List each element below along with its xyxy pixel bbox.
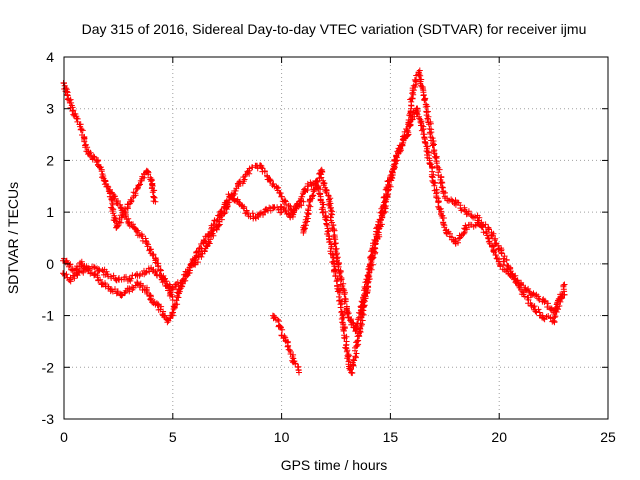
- marker-run: [286, 200, 301, 220]
- series-trace-e: [300, 67, 568, 335]
- x-tick-label: 25: [600, 429, 616, 445]
- marker-run: [416, 67, 428, 103]
- marker-run: [426, 159, 442, 205]
- marker-run: [517, 279, 534, 299]
- marker-run: [158, 276, 176, 291]
- y-tick-label: 1: [46, 204, 54, 220]
- marker-run: [134, 279, 148, 293]
- marker-run: [143, 238, 159, 261]
- marker-run: [418, 126, 433, 162]
- x-axis-label: GPS time / hours: [281, 457, 388, 473]
- marker-run: [403, 89, 416, 140]
- x-tick-label: 20: [491, 429, 507, 445]
- marker-run: [318, 166, 334, 203]
- marker-run: [65, 96, 77, 118]
- marker-run: [169, 289, 182, 317]
- marker-run: [369, 209, 386, 252]
- y-tick-label: 0: [46, 256, 54, 272]
- marker-run: [143, 284, 154, 302]
- marker-run: [168, 278, 186, 292]
- marker-run: [378, 176, 394, 217]
- marker-run: [496, 258, 512, 277]
- marker-run: [300, 195, 315, 235]
- marker-run: [252, 209, 266, 222]
- marker-run: [192, 247, 208, 268]
- marker-run: [148, 177, 158, 205]
- marker-run: [297, 185, 311, 205]
- marker-run: [518, 287, 535, 310]
- x-tick-label: 5: [169, 429, 177, 445]
- marker-run: [352, 292, 367, 335]
- x-tick-label: 15: [383, 429, 399, 445]
- marker-run: [421, 96, 438, 154]
- x-tick-label: 10: [274, 429, 290, 445]
- marker-run: [125, 220, 140, 235]
- marker-run: [223, 182, 242, 213]
- series-trace-c: [60, 162, 307, 293]
- marker-run: [93, 157, 106, 178]
- marker-run: [463, 208, 478, 221]
- marker-run: [462, 221, 479, 233]
- y-tick-label: 4: [46, 49, 54, 65]
- marker-run: [278, 193, 295, 214]
- marker-run: [550, 291, 568, 316]
- marker-run: [335, 260, 350, 313]
- marker-run: [528, 302, 544, 319]
- marker-run: [442, 195, 458, 207]
- marker-run: [136, 265, 153, 279]
- marker-run: [289, 355, 302, 374]
- marker-run: [540, 296, 556, 313]
- marker-run: [338, 314, 350, 352]
- series-trace-g: [105, 167, 159, 231]
- marker-run: [234, 196, 249, 217]
- x-tick-label: 0: [60, 429, 68, 445]
- marker-run: [507, 272, 524, 289]
- marker-run: [325, 196, 342, 266]
- series-trace-f: [269, 312, 303, 376]
- marker-run: [113, 169, 150, 230]
- marker-run: [148, 264, 165, 283]
- y-tick-label: 3: [46, 101, 54, 117]
- marker-run: [361, 246, 377, 300]
- marker-run: [60, 257, 75, 273]
- marker-run: [452, 225, 469, 247]
- marker-run: [69, 259, 84, 274]
- marker-run: [430, 148, 448, 197]
- marker-run: [71, 111, 84, 133]
- y-tick-label: -1: [42, 308, 55, 324]
- axis-ticks: 0 5 10 15 20 25 -3 -2 -1 0 1 2 3 4: [42, 49, 616, 445]
- marker-run: [485, 226, 502, 252]
- marker-run: [257, 162, 273, 183]
- marker-run: [495, 245, 514, 271]
- series-layer: [60, 67, 568, 377]
- y-tick-label: -2: [42, 359, 55, 375]
- marker-run: [86, 150, 98, 163]
- marker-run: [266, 177, 284, 197]
- marker-run: [282, 337, 297, 358]
- marker-run: [67, 270, 80, 285]
- marker-run: [111, 193, 124, 209]
- y-tick-label: -3: [42, 411, 55, 427]
- marker-run: [213, 204, 229, 232]
- marker-run: [348, 329, 363, 377]
- marker-run: [244, 162, 261, 176]
- marker-run: [164, 312, 175, 326]
- marker-run: [474, 212, 491, 241]
- y-tick-label: 2: [46, 152, 54, 168]
- y-axis-label: SDTVAR / TECUs: [5, 182, 21, 294]
- chart-title: Day 315 of 2016, Sidereal Day-to-day VTE…: [82, 21, 587, 37]
- marker-run: [452, 197, 469, 215]
- plot-frame: [63, 56, 609, 420]
- marker-run: [322, 213, 337, 266]
- marker-run: [105, 188, 120, 231]
- marker-run: [78, 126, 89, 148]
